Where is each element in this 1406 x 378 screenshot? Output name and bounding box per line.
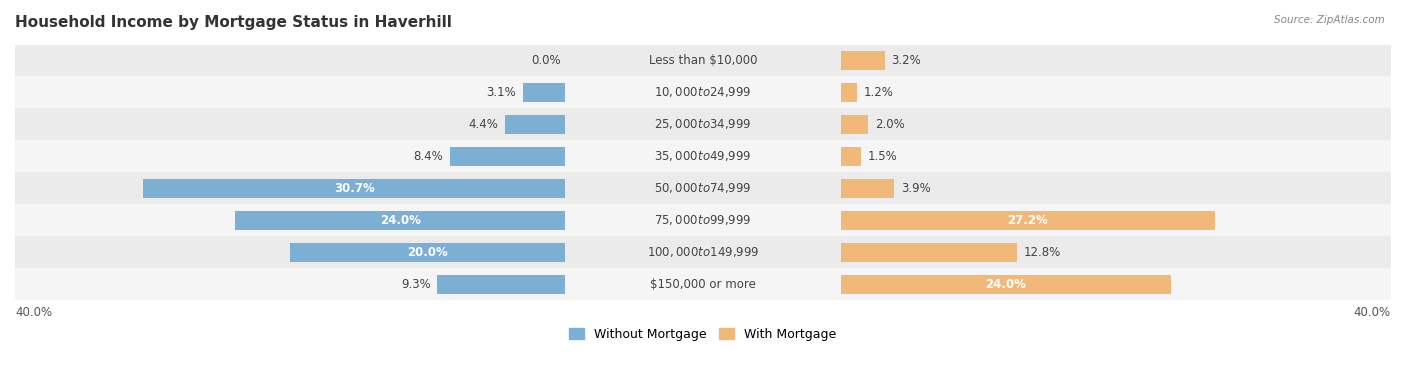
Text: 1.2%: 1.2% [865,86,894,99]
Text: Household Income by Mortgage Status in Haverhill: Household Income by Mortgage Status in H… [15,15,451,30]
Bar [450,147,565,166]
Text: 30.7%: 30.7% [333,182,374,195]
Text: 2.0%: 2.0% [875,118,904,131]
Bar [15,172,1391,204]
Text: $50,000 to $74,999: $50,000 to $74,999 [654,181,752,195]
Bar [841,51,884,70]
Text: 4.4%: 4.4% [468,118,498,131]
Text: $25,000 to $34,999: $25,000 to $34,999 [654,118,752,132]
Bar [841,211,1215,230]
Bar [841,275,1171,294]
Bar [290,243,565,262]
Text: 8.4%: 8.4% [413,150,443,163]
Text: 40.0%: 40.0% [15,306,52,319]
Text: 0.0%: 0.0% [531,54,561,67]
Text: 3.9%: 3.9% [901,182,931,195]
Bar [505,115,565,134]
Text: 20.0%: 20.0% [408,246,449,259]
Text: Source: ZipAtlas.com: Source: ZipAtlas.com [1274,15,1385,25]
Bar [15,76,1391,108]
Bar [143,179,565,198]
Bar [841,243,1017,262]
Bar [235,211,565,230]
Text: 24.0%: 24.0% [986,278,1026,291]
Bar [841,83,858,102]
Bar [15,108,1391,141]
Text: 12.8%: 12.8% [1024,246,1062,259]
Bar [15,141,1391,172]
Bar [15,204,1391,236]
Text: 3.2%: 3.2% [891,54,921,67]
Text: $75,000 to $99,999: $75,000 to $99,999 [654,213,752,227]
Bar [15,45,1391,76]
Text: $10,000 to $24,999: $10,000 to $24,999 [654,85,752,99]
Text: $35,000 to $49,999: $35,000 to $49,999 [654,149,752,163]
Bar [841,115,868,134]
Text: 40.0%: 40.0% [1354,306,1391,319]
Bar [523,83,565,102]
Text: Less than $10,000: Less than $10,000 [648,54,758,67]
Text: 9.3%: 9.3% [401,278,430,291]
Legend: Without Mortgage, With Mortgage: Without Mortgage, With Mortgage [569,328,837,341]
Text: 27.2%: 27.2% [1007,214,1047,227]
Bar [15,236,1391,268]
Text: $100,000 to $149,999: $100,000 to $149,999 [647,245,759,259]
Bar [841,179,894,198]
Text: 3.1%: 3.1% [486,86,516,99]
Text: 1.5%: 1.5% [868,150,898,163]
Text: 24.0%: 24.0% [380,214,420,227]
Bar [437,275,565,294]
Bar [841,147,862,166]
Text: $150,000 or more: $150,000 or more [650,278,756,291]
Bar [15,268,1391,300]
